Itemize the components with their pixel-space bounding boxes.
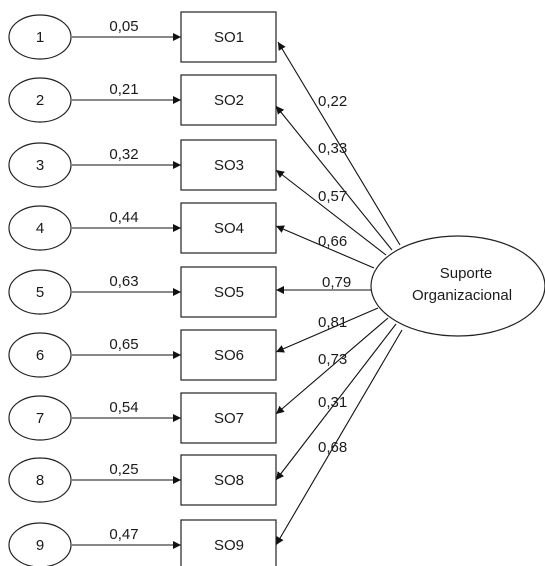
indicator-label-4: SO4 [214,220,244,237]
error-coef-1: 0,05 [109,18,138,35]
loading-coef-8: 0,31 [318,394,347,411]
factor-label-line2: Organizacional [412,287,512,304]
error-coef-6: 0,65 [109,336,138,353]
error-node-label-6: 6 [36,347,44,364]
error-node-9 [8,522,72,566]
indicator-box-7 [180,392,277,444]
error-node-6 [8,332,72,378]
error-node-label-2: 2 [36,92,44,109]
indicator-label-3: SO3 [214,157,244,174]
error-coef-7: 0,54 [109,399,138,416]
loading-path-3 [275,169,387,256]
loading-path-1 [277,41,401,246]
indicator-label-7: SO7 [214,410,244,427]
loading-path-6 [275,307,379,353]
indicator-label-2: SO2 [214,92,244,109]
error-coef-9: 0,47 [109,526,138,543]
error-node-2 [8,77,72,123]
factor-ellipse [370,235,545,337]
indicator-label-5: SO5 [214,284,244,301]
loading-coef-5: 0,79 [322,274,351,291]
error-node-5 [8,269,72,315]
loading-path-8 [275,323,397,481]
error-node-3 [8,142,72,188]
error-coef-3: 0,32 [109,146,138,163]
paths-layer [72,33,403,549]
indicator-box-3 [180,139,277,191]
indicator-box-2 [180,74,277,126]
loading-path-2 [275,105,393,251]
loading-coef-4: 0,66 [318,233,347,250]
indicator-box-1 [180,11,277,63]
error-node-label-8: 8 [36,472,44,489]
indicator-box-6 [180,329,277,381]
indicator-box-9 [180,519,277,566]
error-coef-4: 0,44 [109,209,138,226]
error-node-label-7: 7 [36,410,44,427]
error-node-7 [8,395,72,441]
error-coef-8: 0,25 [109,461,138,478]
loading-coef-6: 0,81 [318,314,347,331]
loading-coef-9: 0,68 [318,439,347,456]
loading-path-7 [275,317,389,415]
loading-coef-3: 0,57 [318,188,347,205]
error-node-4 [8,205,72,251]
error-coef-2: 0,21 [109,81,138,98]
factor-label-line1: Suporte [440,265,493,282]
error-node-label-5: 5 [36,284,44,301]
indicator-label-9: SO9 [214,537,244,554]
indicator-box-8 [180,454,277,506]
loading-path-4 [275,225,375,269]
nodes-layer: 1 SO1 2 SO2 3 SO3 4 SO4 5 SO5 6 SO6 7 SO7 8 SO8 9 SO9 [8,11,277,566]
indicator-box-4 [180,202,277,254]
latent-factor: Suporte Organizacional [370,235,545,337]
error-node-label-1: 1 [36,29,44,46]
indicator-label-1: SO1 [214,29,244,46]
loading-coef-7: 0,73 [318,351,347,368]
error-node-label-4: 4 [36,220,44,237]
loading-path-9 [275,329,403,546]
loading-coef-1: 0,22 [318,93,347,110]
error-node-label-3: 3 [36,157,44,174]
error-coef-5: 0,63 [109,273,138,290]
indicator-label-6: SO6 [214,347,244,364]
loading-coef-2: 0,33 [318,140,347,157]
labels-layer: 0,05 0,22 0,21 0,33 0,32 0,57 0,44 0,66 0,63 0,79… [109,18,351,543]
indicator-box-5 [180,266,277,318]
error-node-1 [8,14,72,60]
indicator-label-8: SO8 [214,472,244,489]
error-node-label-9: 9 [36,537,44,554]
error-node-8 [8,457,72,503]
